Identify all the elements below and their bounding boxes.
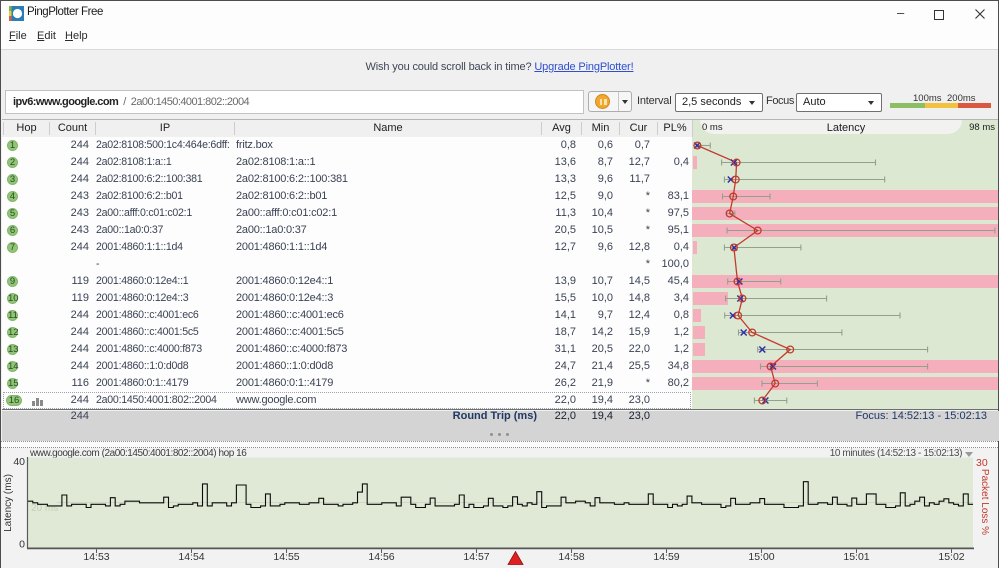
svg-text:15:01: 15:01 [843,551,869,563]
svg-text:14:54: 14:54 [178,551,204,563]
svg-text:14:55: 14:55 [273,551,299,563]
svg-text:14:56: 14:56 [368,551,394,563]
svg-text:30: 30 [976,457,988,469]
svg-text:15:00: 15:00 [748,551,774,563]
svg-text:14:58: 14:58 [558,551,584,563]
svg-text:14:57: 14:57 [463,551,489,563]
svg-text:0: 0 [19,539,25,551]
svg-text:Latency (ms): Latency (ms) [3,474,14,532]
svg-text:14:59: 14:59 [653,551,679,563]
svg-text:20 ms: 20 ms [31,503,58,514]
svg-text:14:53: 14:53 [83,551,109,563]
svg-text:15:02: 15:02 [938,551,964,563]
svg-text:40: 40 [13,456,25,468]
svg-text:Packet Loss %: Packet Loss % [979,469,990,535]
